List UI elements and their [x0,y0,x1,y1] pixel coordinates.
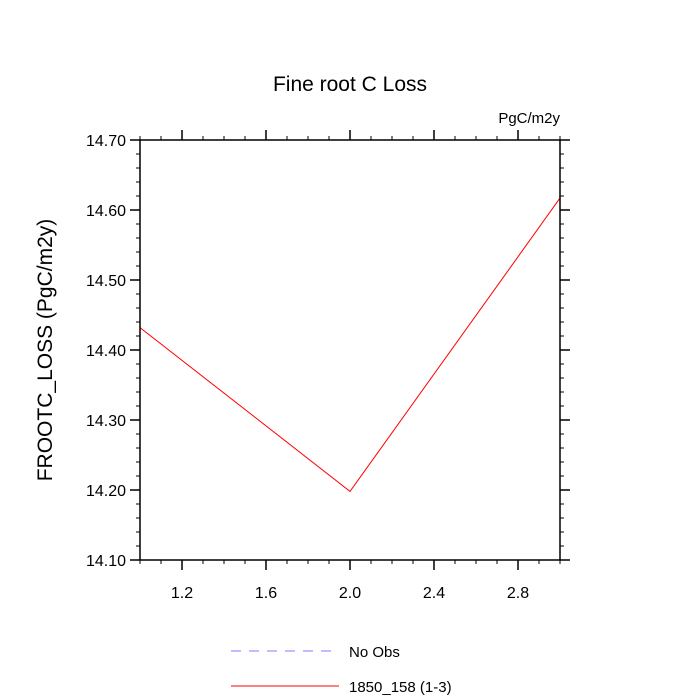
plot-area [139,197,561,493]
y-tick-label: 14.60 [86,203,126,220]
y-tick-label: 14.70 [86,133,126,150]
y-tick-label: 14.50 [86,273,126,290]
legend: No Obs 1850_158 (1-3) [231,644,452,696]
series-line [139,197,561,493]
minor-ticks [136,136,564,564]
x-tick-label: 2.4 [423,585,445,602]
y-tick-label: 14.20 [86,483,126,500]
x-tick-label: 1.2 [171,585,193,602]
y-tick-label: 14.30 [86,413,126,430]
y-tick-label: 14.40 [86,343,126,360]
plot-frame [139,139,561,561]
y-tick-label: 14.10 [86,553,126,570]
legend-label: No Obs [349,644,400,661]
x-tick-label: 2.0 [339,585,361,602]
y-axis: 14.10 14.20 14.30 14.40 14.50 14.60 14.70 [86,133,570,570]
chart-title: Fine root C Loss [273,73,427,96]
y-axis-label: FROOTC_LOSS (PgC/m2y) [34,219,57,482]
units-label: PgC/m2y [498,110,560,127]
x-tick-label: 1.6 [255,585,277,602]
x-axis: 1.2 1.6 2.0 2.4 2.8 [171,130,529,602]
legend-label: 1850_158 (1-3) [349,679,452,696]
x-tick-label: 2.8 [507,585,529,602]
